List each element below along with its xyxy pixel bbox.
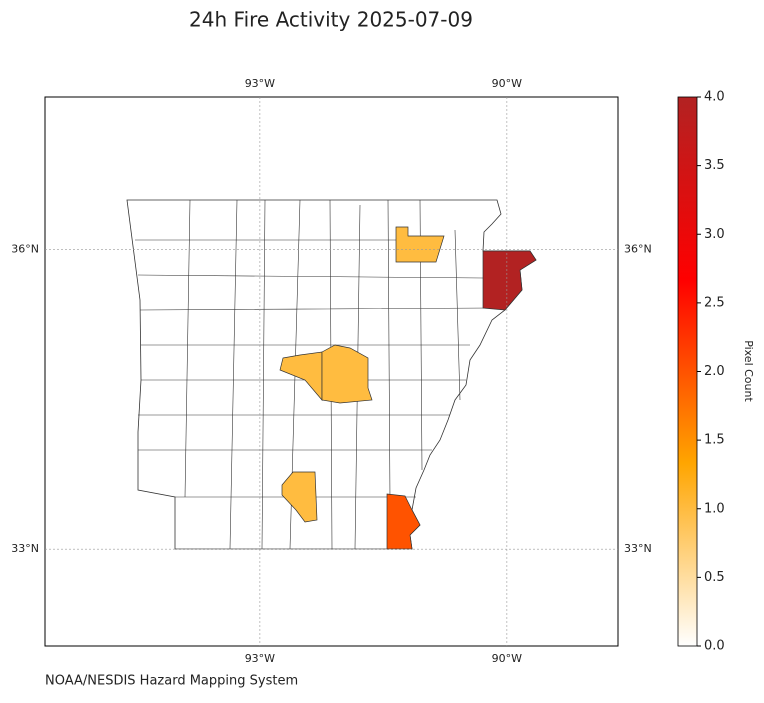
lon-label-top: 90°W: [492, 77, 522, 90]
source-note: NOAA/NESDIS Hazard Mapping System: [45, 674, 298, 689]
lat-label-left: 33°N: [11, 542, 39, 555]
county-fill: [482, 250, 537, 311]
colorbar-tick-label: 3.5: [704, 158, 725, 173]
lat-label-right: 36°N: [624, 243, 652, 256]
colorbar-tick-label: 0.5: [704, 570, 725, 585]
county-fill: [321, 344, 373, 404]
map-frame: [44, 96, 619, 647]
colorbar-tick-label: 4.0: [704, 90, 725, 105]
colorbar-tick-label: 1.0: [704, 501, 725, 516]
county-fill: [281, 471, 318, 523]
county-fill: [386, 493, 421, 550]
colorbar-tick-label: 1.5: [704, 433, 725, 448]
lon-label-top: 93°W: [245, 77, 275, 90]
colorbar: [677, 96, 698, 647]
county-fill: [395, 226, 445, 263]
lon-label-bottom: 93°W: [245, 652, 275, 665]
colorbar-tick-label: 2.0: [704, 364, 725, 379]
lat-label-left: 36°N: [11, 243, 39, 256]
colorbar-tick-label: 3.0: [704, 227, 725, 242]
colorbar-tick-label: 0.0: [704, 639, 725, 654]
colorbar-label: Pixel Count: [742, 340, 755, 402]
lon-label-bottom: 90°W: [492, 652, 522, 665]
county-fill: [279, 351, 323, 401]
colorbar-tick-label: 2.5: [704, 295, 725, 310]
lat-label-right: 33°N: [624, 542, 652, 555]
map-title: 24h Fire Activity 2025-07-09: [189, 8, 473, 32]
